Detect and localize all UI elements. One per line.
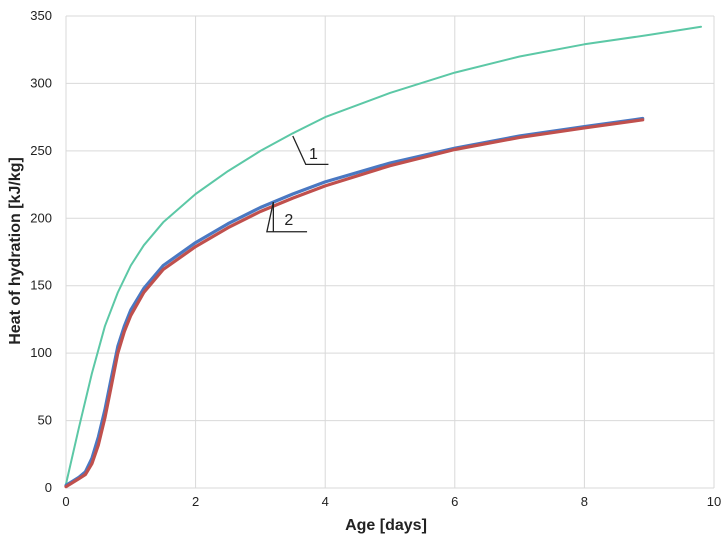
x-tick-label: 10 xyxy=(707,494,721,509)
annotation-label-1: 1 xyxy=(309,146,318,163)
y-tick-label: 0 xyxy=(45,480,52,495)
x-tick-label: 0 xyxy=(62,494,69,509)
series-line-1 xyxy=(65,25,702,485)
x-tick-labels: 0 2 4 6 8 10 xyxy=(62,494,721,509)
annotation-leader-1 xyxy=(292,135,329,165)
y-tick-label: 50 xyxy=(38,413,52,428)
y-tick-label: 150 xyxy=(30,278,52,293)
grid xyxy=(65,15,715,489)
series-line-2 xyxy=(64,116,645,487)
y-tick-labels: 0 50 100 150 200 250 300 350 xyxy=(30,8,52,495)
x-tick-label: 6 xyxy=(451,494,458,509)
x-tick-label: 2 xyxy=(192,494,199,509)
y-tick-label: 350 xyxy=(30,8,52,23)
x-tick-label: 8 xyxy=(581,494,588,509)
series-lines xyxy=(64,25,702,489)
y-tick-label: 200 xyxy=(30,210,52,225)
series-line-3 xyxy=(64,118,645,489)
x-axis-label: Age [days] xyxy=(345,517,427,534)
annotation-label-2: 2 xyxy=(284,212,293,229)
y-tick-label: 250 xyxy=(30,143,52,158)
y-axis-label: Heat of hydration [kJ/kg] xyxy=(7,157,24,345)
y-tick-label: 300 xyxy=(30,75,52,90)
y-tick-label: 100 xyxy=(30,345,52,360)
annotation-leader-2a xyxy=(266,201,308,233)
x-tick-label: 4 xyxy=(322,494,329,509)
annotations: 12 xyxy=(266,135,329,233)
